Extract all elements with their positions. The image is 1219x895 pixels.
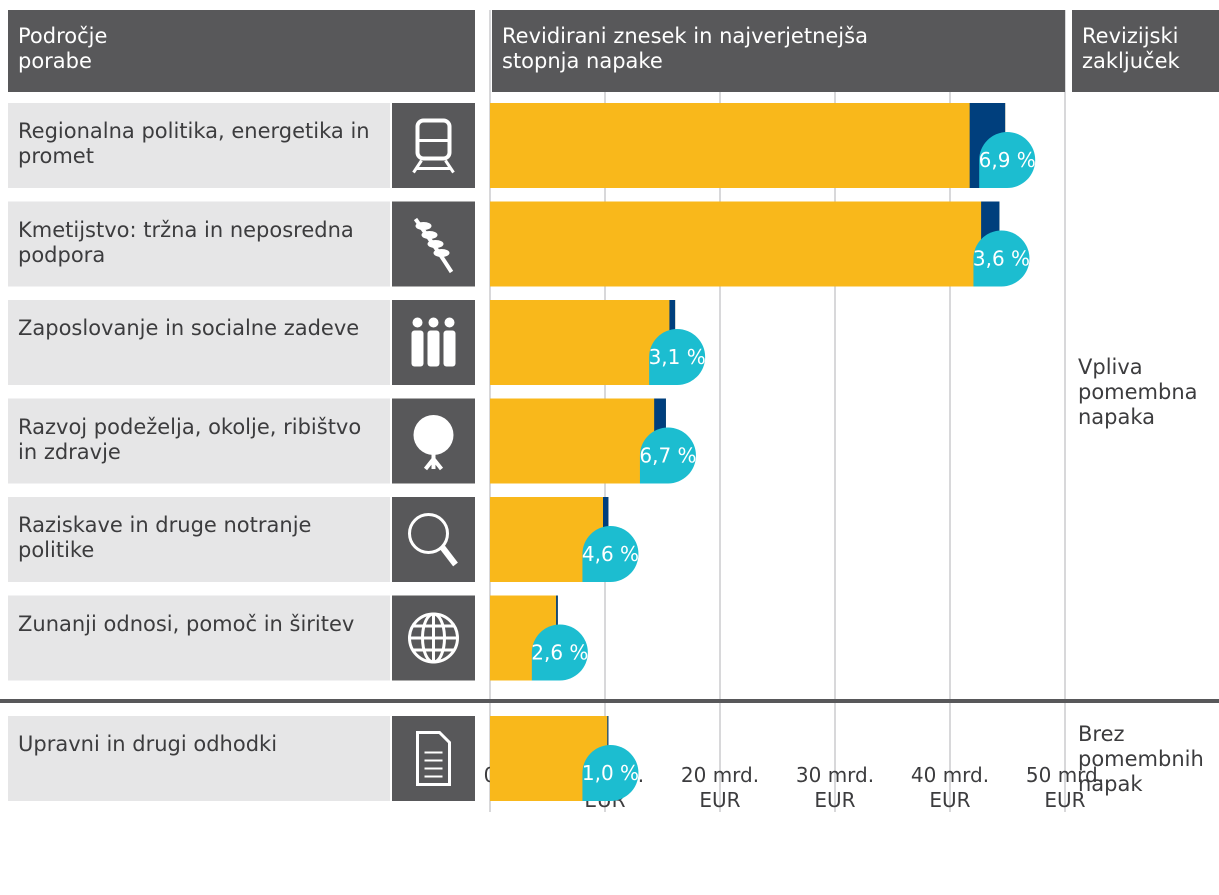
icon — [415, 222, 432, 230]
icon — [408, 513, 449, 554]
icon — [411, 330, 424, 367]
error-rate-label: 6,9 % — [979, 148, 1036, 172]
icon — [412, 159, 455, 174]
icon — [443, 330, 456, 367]
error-bubble — [582, 526, 639, 582]
row-label-bg — [8, 595, 390, 681]
error-bubble — [973, 230, 1030, 287]
icon — [427, 330, 440, 367]
icon — [433, 249, 450, 257]
icon — [423, 446, 444, 471]
conclusion-label: Brez pomembnih napak — [1078, 721, 1204, 796]
category-label: Zunanji odnosi, pomoč in širitev — [18, 611, 355, 636]
row-label-bg — [8, 497, 390, 582]
bar — [490, 201, 1000, 287]
error-rate-label: 3,6 % — [973, 247, 1030, 271]
error-bubble — [649, 329, 706, 385]
category-label: Regionalna politika, energetika in prome… — [18, 119, 370, 168]
icon-bg — [392, 497, 475, 582]
icon — [444, 317, 455, 328]
error-bubble — [531, 624, 588, 681]
x-tick-label: 30 mrd. EUR — [796, 763, 874, 812]
row-label-bg — [8, 716, 390, 801]
error-rate-label: 3,1 % — [649, 345, 706, 369]
icon — [413, 415, 454, 455]
row-label-bg — [8, 201, 390, 287]
icon — [412, 317, 423, 328]
error-rate-label: 4,6 % — [582, 542, 639, 566]
bar — [490, 300, 676, 385]
category-label: Upravni in drugi odhodki — [18, 732, 278, 756]
icon — [440, 545, 458, 567]
row-label-bg — [8, 398, 390, 484]
category-label: Zaposlovanje in socialne zadeve — [18, 316, 360, 340]
icon — [428, 317, 439, 328]
icon — [409, 614, 458, 662]
category-label: Kmetijstvo: tržna in neposredna podpora — [18, 217, 354, 267]
icon — [427, 240, 444, 248]
error-rate-label: 2,6 % — [531, 641, 588, 665]
x-tick-label: 20 mrd. EUR — [681, 763, 759, 812]
x-tick-label: 40 mrd. EUR — [911, 763, 989, 812]
error-bubble — [582, 745, 639, 801]
row-label-bg — [8, 103, 390, 188]
bar — [490, 103, 1006, 188]
category-label: Raziskave in druge notranje politike — [18, 513, 312, 562]
error-bubble — [979, 132, 1036, 188]
x-tick-label: 50 mrd. EUR — [1026, 763, 1104, 812]
category-label: Razvoj podeželja, okolje, ribištvo in zd… — [18, 414, 362, 464]
conclusion-label: Vpliva pomembna napaka — [1078, 354, 1198, 429]
header-area: Področje porabe — [8, 10, 475, 92]
bar — [490, 398, 666, 484]
icon-bg — [392, 103, 475, 188]
header-amount: Revidirani znesek in najverjetnejša stop… — [492, 10, 1065, 92]
icon — [421, 231, 438, 239]
icon-bg — [392, 716, 475, 801]
header-conclusion: Revizijski zaključek — [1072, 10, 1219, 92]
row-label-bg — [8, 300, 390, 385]
error-rate-label: 1,0 % — [582, 761, 639, 785]
error-rate-label: 6,7 % — [639, 444, 696, 468]
error-bubble — [639, 427, 696, 484]
icon — [416, 731, 451, 786]
